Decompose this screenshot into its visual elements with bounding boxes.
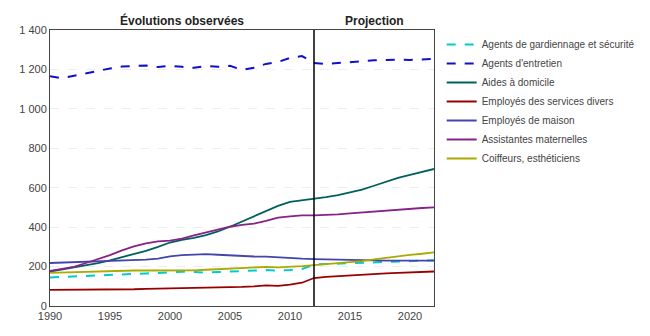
svg-text:2015: 2015 [338, 310, 362, 322]
svg-text:Aides à domicile: Aides à domicile [482, 77, 555, 88]
svg-text:Projection: Projection [345, 14, 404, 28]
svg-text:1990: 1990 [38, 310, 62, 322]
svg-text:1 400: 1 400 [19, 24, 47, 36]
svg-text:400: 400 [28, 221, 46, 233]
svg-text:2020: 2020 [398, 310, 422, 322]
svg-text:Coiffeurs, esthéticiens: Coiffeurs, esthéticiens [482, 153, 580, 164]
svg-text:200: 200 [28, 260, 46, 272]
svg-text:1 000: 1 000 [19, 103, 47, 115]
svg-text:600: 600 [28, 182, 46, 194]
svg-text:Employés de maison: Employés de maison [482, 115, 575, 126]
svg-text:Employés des services divers: Employés des services divers [482, 96, 614, 107]
svg-text:1995: 1995 [98, 310, 122, 322]
svg-text:1 200: 1 200 [19, 63, 47, 75]
svg-text:Assistantes maternelles: Assistantes maternelles [482, 134, 588, 145]
svg-text:Agents d'entretien: Agents d'entretien [482, 58, 562, 69]
svg-text:800: 800 [28, 142, 46, 154]
svg-text:Évolutions observées: Évolutions observées [120, 13, 244, 28]
svg-text:2000: 2000 [158, 310, 182, 322]
svg-text:2010: 2010 [278, 310, 302, 322]
svg-text:2005: 2005 [218, 310, 242, 322]
svg-text:Agents de gardiennage et sécur: Agents de gardiennage et sécurité [482, 39, 635, 50]
svg-text:0: 0 [41, 300, 47, 312]
